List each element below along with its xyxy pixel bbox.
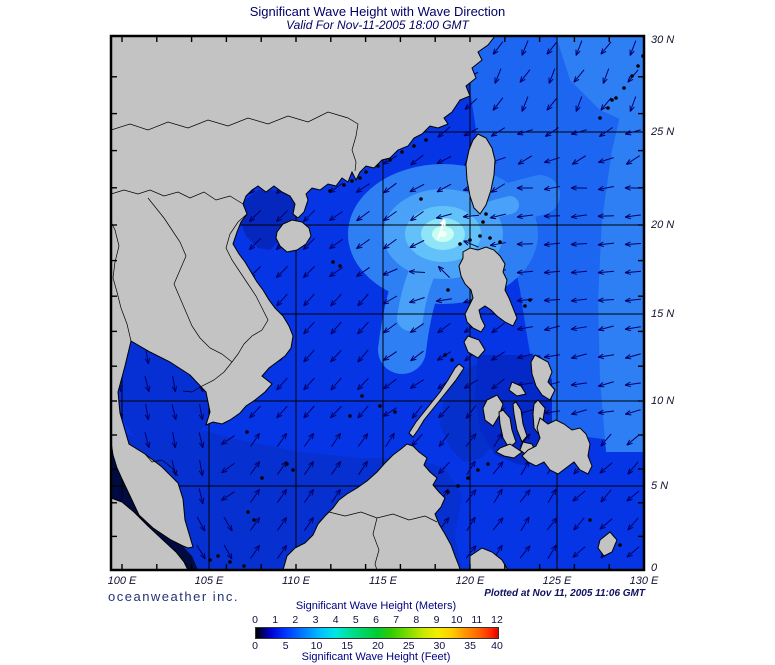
lat-label-15-n: 15 N — [651, 308, 675, 320]
lat-label-0: 0 — [651, 562, 658, 574]
colorbar-meters-tick-5: 5 — [352, 614, 359, 626]
colorbar-meters-tick-9: 9 — [433, 614, 440, 626]
lon-label-130-e: 130 E — [629, 575, 659, 587]
map-frame — [109, 34, 646, 572]
colorbar-meters-tick-11: 11 — [471, 614, 483, 626]
country-borders — [111, 111, 438, 570]
wave-height-colorbar — [255, 627, 499, 639]
page-title: Significant Wave Height with Wave Direct… — [249, 4, 506, 19]
colorbar-feet-tick-25: 25 — [402, 640, 415, 652]
colorbar-feet-tick-10: 10 — [310, 640, 323, 652]
land-layer — [111, 36, 618, 570]
lon-label-105-e: 105 E — [194, 575, 224, 587]
colorbar-meters-tick-12: 12 — [491, 614, 503, 626]
colorbar-meters-tick-3: 3 — [312, 614, 319, 626]
colorbar-feet-tick-15: 15 — [341, 640, 354, 652]
lon-label-100-e: 100 E — [107, 575, 137, 587]
colorbar-feet-tick-35: 35 — [464, 640, 476, 652]
colorbar-meters-tick-6: 6 — [373, 614, 379, 626]
colorbar-feet-tick-20: 20 — [372, 640, 384, 652]
colorbar-meters-tick-8: 8 — [413, 614, 420, 626]
colorbar-meters-tick-10: 10 — [450, 614, 463, 626]
colorbar-feet-tick-0: 0 — [252, 640, 258, 652]
legend-title-meters: Significant Wave Height (Meters) — [295, 600, 457, 612]
lat-label-20-n: 20 N — [651, 219, 675, 231]
lon-label-120-e: 120 E — [455, 575, 485, 587]
plotted-timestamp: Plotted at Nov 11, 2005 11:06 GMT — [484, 588, 645, 599]
lon-label-110-e: 110 E — [282, 575, 310, 587]
lat-label-10-n: 10 N — [651, 395, 675, 407]
colorbar-meters-tick-7: 7 — [393, 614, 400, 626]
colorbar-feet-tick-5: 5 — [282, 640, 289, 652]
map-layers — [111, 36, 644, 570]
legend-title-feet: Significant Wave Height (Feet) — [301, 651, 451, 663]
lat-label-30-n: 30 N — [651, 34, 675, 46]
colorbar-feet-tick-40: 40 — [491, 640, 503, 652]
colorbar-meters-tick-2: 2 — [292, 614, 299, 626]
oceanweather-logo: oceanweather inc. — [108, 589, 240, 604]
lat-label-25-n: 25 N — [651, 126, 675, 138]
colorbar-feet-tick-30: 30 — [433, 640, 446, 652]
typhoon-core-arrow — [436, 218, 446, 241]
small-islands — [208, 54, 644, 568]
valid-time-subtitle: Valid For Nov-11-2005 18:00 GMT — [286, 18, 469, 32]
colorbar-meters-tick-4: 4 — [332, 614, 339, 626]
lon-label-125-e: 125 E — [542, 575, 572, 587]
lat-label-5-n: 5 N — [651, 480, 669, 492]
colorbar-meters-tick-0: 0 — [252, 614, 258, 626]
colorbar-meters-tick-1: 1 — [272, 614, 279, 626]
lon-label-115-e: 115 E — [369, 575, 397, 587]
